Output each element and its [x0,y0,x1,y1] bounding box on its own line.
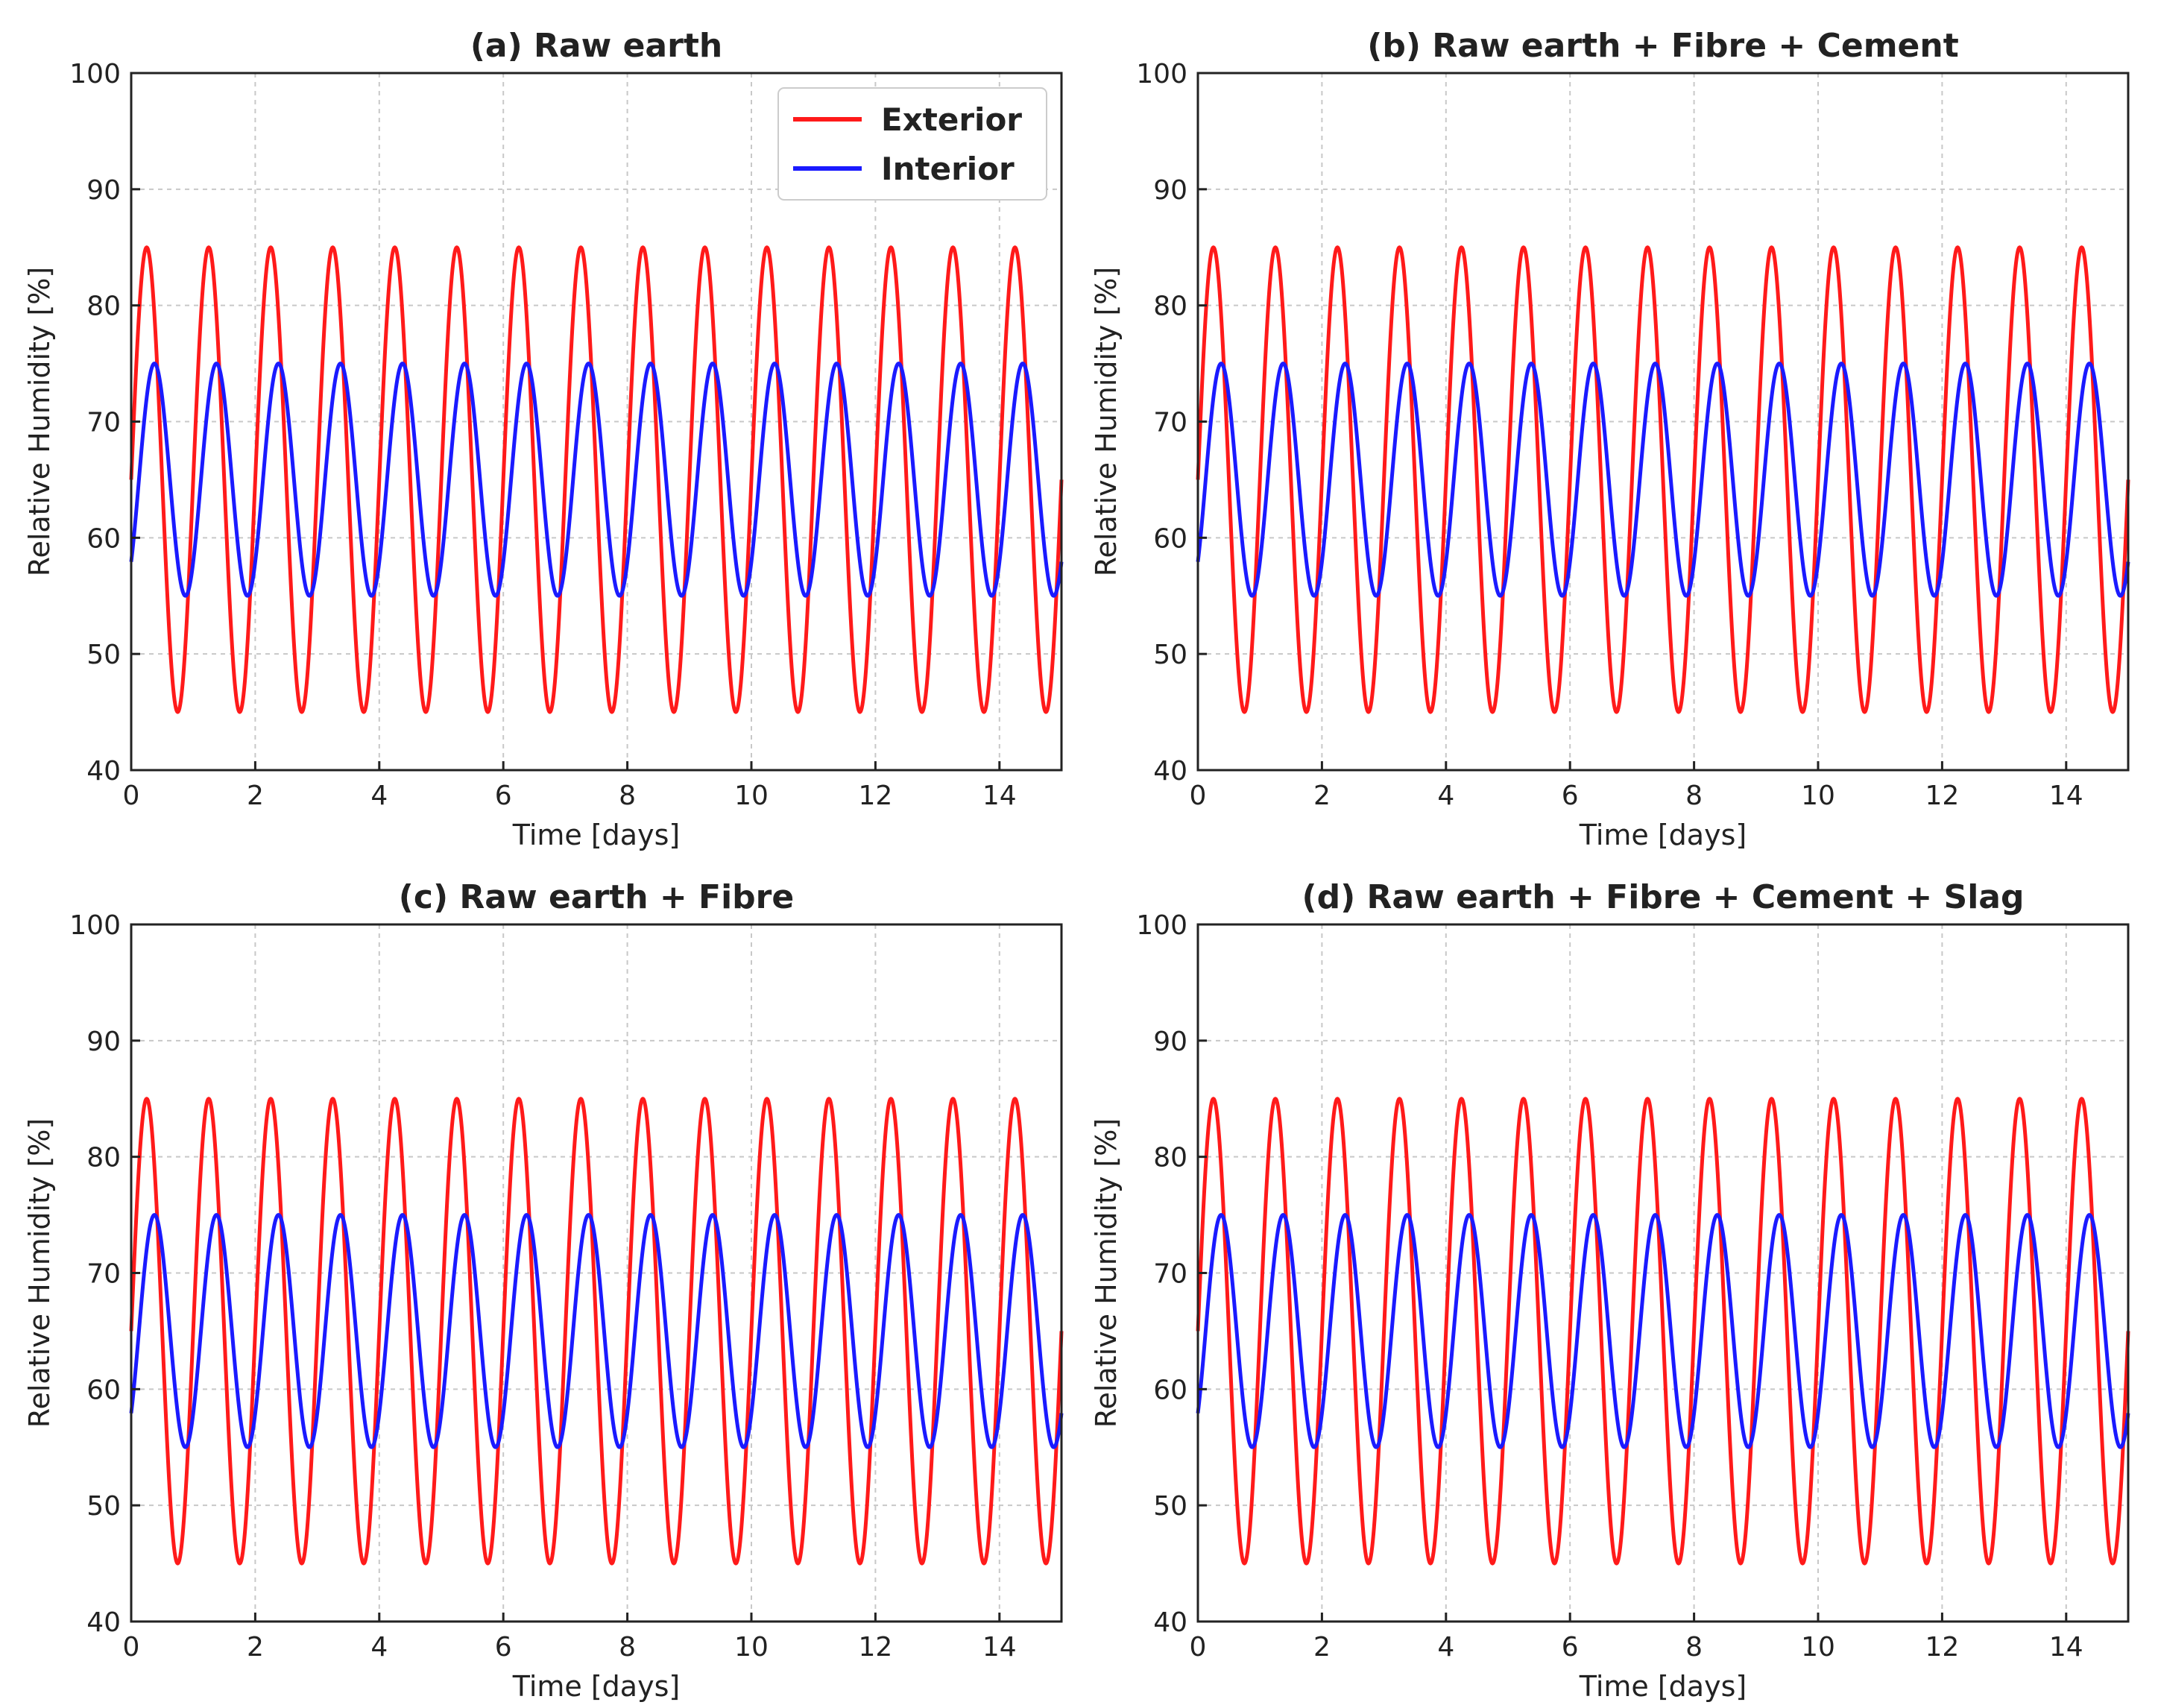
x-axis-label: Time [days] [1579,1670,1747,1703]
legend-label-exterior: Exterior [881,101,1022,138]
series-line-interior [1196,1213,2130,1449]
chart-title: (b) Raw earth + Fibre + Cement [1367,27,1959,65]
y-tick-label: 40 [1153,756,1187,787]
y-tick-label: 80 [1153,1143,1187,1173]
y-axis-label: Relative Humidity [%] [23,267,56,576]
x-tick-label: 0 [1190,781,1207,811]
y-tick-label: 70 [86,408,121,438]
x-tick-label: 6 [495,1632,512,1663]
x-tick-label: 12 [858,781,892,811]
x-tick-label: 14 [982,781,1017,811]
y-tick-label: 90 [86,1027,121,1057]
x-tick-label: 10 [734,781,769,811]
x-tick-label: 6 [1562,781,1579,811]
y-tick-label: 60 [86,1375,121,1405]
chart-panel-c: 0 2 4 6 8 10 12 14 40 50 60 70 80 90 100 (c) Raw earth … [23,878,1064,1703]
series-line-exterior [129,1097,1064,1566]
y-tick-label: 60 [86,523,121,554]
chart-panel-d: 0 2 4 6 8 10 12 14 40 50 60 70 80 90 100 (d) Raw earth … [1090,878,2130,1703]
y-tick-label: 70 [1153,1259,1187,1290]
y-axis-label: Relative Humidity [%] [1090,1118,1123,1428]
y-tick-label: 50 [1153,640,1187,670]
y-tick-label: 40 [86,756,121,787]
y-tick-label: 60 [1153,1375,1187,1405]
x-tick-label: 6 [495,781,512,811]
chart-title: (d) Raw earth + Fibre + Cement + Slag [1302,878,2025,916]
y-tick-label: 90 [86,175,121,206]
legend-label-interior: Interior [881,151,1015,187]
y-axis-label: Relative Humidity [%] [23,1118,56,1428]
legend-box [777,87,1047,201]
x-tick-label: 2 [247,781,264,811]
chart-title: (a) Raw earth [470,27,722,65]
x-tick-label: 4 [1437,1632,1454,1663]
x-tick-label: 14 [2049,781,2083,811]
y-tick-label: 70 [86,1259,121,1290]
x-tick-label: 8 [1685,781,1703,811]
x-tick-label: 4 [370,1632,388,1663]
y-tick-label: 80 [86,1143,121,1173]
y-tick-label: 50 [1153,1491,1187,1522]
x-tick-label: 12 [858,1632,892,1663]
x-tick-label: 12 [1925,781,1959,811]
series-line-exterior [1196,1097,2130,1566]
x-axis-label: Time [days] [512,819,680,851]
series-line-exterior [129,245,1064,714]
x-tick-label: 10 [1801,781,1835,811]
y-tick-label: 100 [1136,910,1187,941]
y-tick-label: 100 [69,59,121,89]
x-tick-label: 4 [370,781,388,811]
series-line-exterior [1196,245,2130,714]
y-tick-label: 40 [86,1607,121,1638]
x-tick-label: 14 [982,1632,1017,1663]
x-tick-label: 2 [1313,1632,1331,1663]
series-line-interior [129,362,1064,598]
series-line-interior [129,1213,1064,1449]
y-tick-label: 70 [1153,408,1187,438]
chart-panel-a: 0 2 4 6 8 10 12 14 40 50 60 70 80 90 100 (a) Raw earth T… [23,27,1064,851]
x-tick-label: 0 [123,1632,140,1663]
x-tick-label: 12 [1925,1632,1959,1663]
y-tick-label: 100 [69,910,121,941]
x-axis-label: Time [days] [1579,819,1747,851]
x-tick-label: 2 [1313,781,1331,811]
y-tick-label: 100 [1136,59,1187,89]
x-tick-label: 0 [123,781,140,811]
y-tick-label: 50 [86,1491,121,1522]
x-tick-label: 6 [1562,1632,1579,1663]
x-tick-label: 8 [619,1632,636,1663]
x-tick-label: 10 [1801,1632,1835,1663]
x-tick-label: 8 [619,781,636,811]
x-tick-label: 8 [1685,1632,1703,1663]
x-tick-label: 0 [1190,1632,1207,1663]
y-tick-label: 80 [1153,292,1187,322]
x-tick-label: 14 [2049,1632,2083,1663]
x-tick-label: 2 [247,1632,264,1663]
y-tick-label: 50 [86,640,121,670]
series-line-interior [1196,362,2130,598]
y-tick-label: 90 [1153,175,1187,206]
x-tick-label: 4 [1437,781,1454,811]
y-axis-label: Relative Humidity [%] [1090,267,1123,576]
x-axis-label: Time [days] [512,1670,680,1703]
chart-panel-b: 0 2 4 6 8 10 12 14 40 50 60 70 80 90 100 (b) Raw earth … [1090,27,2130,851]
y-tick-label: 40 [1153,1607,1187,1638]
y-tick-label: 90 [1153,1027,1187,1057]
y-tick-label: 80 [86,292,121,322]
x-tick-label: 10 [734,1632,769,1663]
legend: Exterior Interior [777,87,1047,201]
chart-title: (c) Raw earth + Fibre [399,878,794,916]
y-tick-label: 60 [1153,523,1187,554]
